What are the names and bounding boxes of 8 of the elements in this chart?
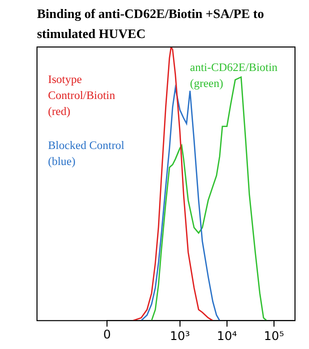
x-tick-label: 10⁴ <box>216 328 238 343</box>
text: Blocked Control (blue) <box>48 140 124 168</box>
chart-title: Binding of anti-CD62E/Biotin +SA/PE to stimulated HUVEC <box>37 5 266 43</box>
x-tick-label: 0 <box>103 328 111 342</box>
series-label: anti-CD62E/Biotin (green) <box>190 62 278 90</box>
x-tick-label: 10³ <box>170 328 190 343</box>
text: Isotype Control/Biotin (red) <box>48 74 116 118</box>
x-tick-label: 10⁵ <box>264 328 284 343</box>
